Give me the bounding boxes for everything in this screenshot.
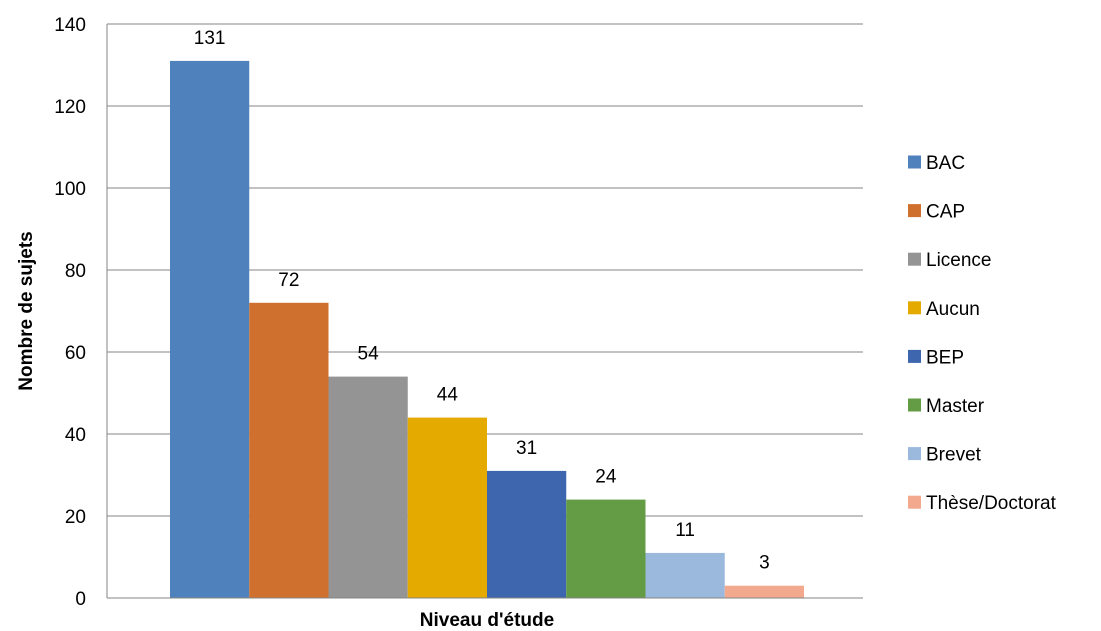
y-axis-ticks: 0 20 40 60 80 100 120 140 (54, 15, 86, 610)
y-tick-label-20: 20 (65, 507, 86, 528)
data-label-th-se-doctorat: 3 (759, 553, 770, 574)
legend-swatch-licence (908, 252, 921, 266)
legend-swatch-master (908, 398, 921, 412)
legend: BAC CAP Licence Aucun BEP Master Brevet Thèse/D… (908, 153, 1057, 514)
bar-aucun (407, 417, 487, 598)
legend-label-licence: Licence (926, 250, 992, 271)
data-label-bep: 31 (516, 438, 537, 459)
bar-cap (249, 302, 329, 598)
data-labels: 131 72 54 44 31 24 11 3 (194, 28, 770, 574)
legend-label-bac: BAC (926, 153, 965, 174)
y-tick-label-0: 0 (75, 589, 86, 610)
legend-label-aucun: Aucun (926, 299, 980, 320)
bar-licence (328, 376, 408, 598)
y-axis-title: Nombre de sujets (16, 231, 37, 390)
legend-swatch-bac (908, 155, 921, 169)
x-axis-title: Niveau d'étude (420, 610, 554, 631)
legend-label-cap: CAP (926, 202, 965, 223)
y-tick-label-120: 120 (54, 97, 86, 118)
data-label-aucun: 44 (437, 385, 459, 406)
legend-swatch-th-se-doctorat (908, 495, 921, 509)
legend-label-bep: BEP (926, 347, 964, 368)
bar-th-se-doctorat (724, 585, 804, 598)
y-tick-label-60: 60 (65, 343, 86, 364)
data-label-master: 24 (595, 467, 617, 488)
legend-swatch-cap (908, 204, 921, 218)
y-tick-label-80: 80 (65, 261, 86, 282)
data-label-bac: 131 (194, 28, 226, 49)
y-tick-label-40: 40 (65, 425, 86, 446)
legend-label-master: Master (926, 396, 985, 417)
bar-master (566, 499, 646, 598)
data-label-cap: 72 (278, 270, 299, 291)
y-tick-label-140: 140 (54, 15, 86, 36)
legend-swatch-bep (908, 349, 921, 363)
legend-label-brevet: Brevet (926, 445, 982, 466)
y-tick-label-100: 100 (54, 179, 86, 200)
bars (170, 60, 804, 598)
legend-swatch-brevet (908, 447, 921, 461)
data-label-licence: 54 (358, 344, 380, 365)
bar-bac (170, 60, 250, 598)
bar-brevet (645, 552, 725, 598)
data-label-brevet: 11 (675, 520, 695, 541)
legend-swatch-aucun (908, 301, 921, 315)
bar-bep (487, 470, 567, 598)
legend-label-th-se-doctorat: Thèse/Doctorat (926, 493, 1057, 514)
